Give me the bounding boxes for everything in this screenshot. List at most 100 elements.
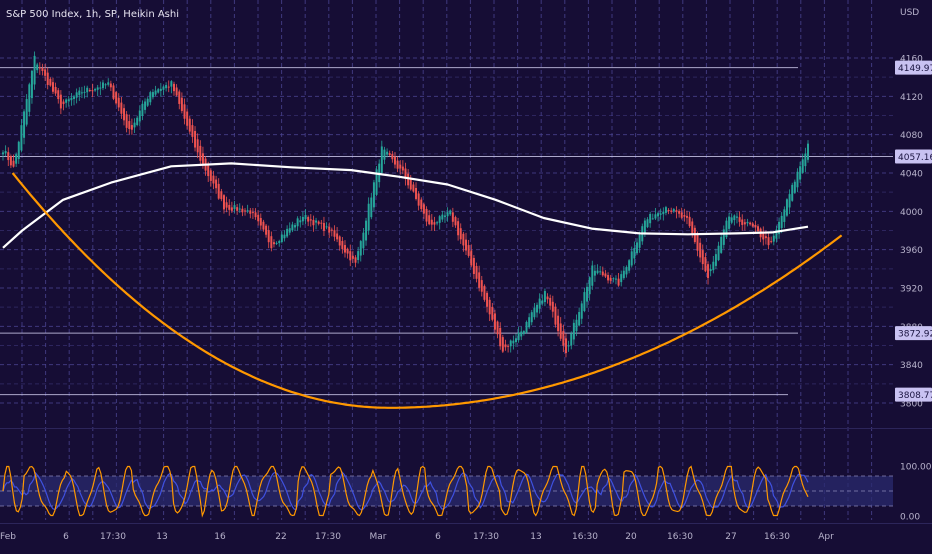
candle-body xyxy=(280,234,283,243)
chart-title: S&P 500 Index, 1h, SP, Heikin Ashi xyxy=(6,9,180,20)
candle-body xyxy=(325,226,328,228)
candle-body xyxy=(391,154,394,160)
candle-body xyxy=(754,224,757,228)
candle-body xyxy=(23,111,26,138)
candle-body xyxy=(380,146,383,173)
candle-body xyxy=(341,240,344,250)
price-level-tag xyxy=(895,387,932,402)
candle-body xyxy=(714,254,717,266)
price-tick-label: 3840 xyxy=(900,361,923,371)
candle-body xyxy=(322,223,325,231)
candle-body xyxy=(259,218,262,226)
candle-body xyxy=(725,220,728,238)
candle-body xyxy=(620,274,623,283)
candle-body xyxy=(86,87,89,93)
candle-body xyxy=(138,110,141,122)
time-tick-label: 17:30 xyxy=(473,532,499,542)
candle-body xyxy=(265,225,268,235)
candle-body xyxy=(49,78,52,86)
candle-body xyxy=(659,213,662,215)
candle-body xyxy=(62,101,65,105)
candle-body xyxy=(575,319,578,332)
candle-body xyxy=(764,236,767,239)
candle-body xyxy=(249,210,252,214)
candle-body xyxy=(483,285,486,300)
candle-body xyxy=(4,151,7,154)
candle-body xyxy=(194,131,197,148)
candle-body xyxy=(404,168,407,179)
candle-body xyxy=(294,225,296,228)
candle-body xyxy=(246,210,249,212)
candle-body xyxy=(501,337,504,352)
time-tick-label: 17:30 xyxy=(315,532,341,542)
candle-body xyxy=(96,87,99,90)
candle-body xyxy=(33,55,36,85)
candle-body xyxy=(228,204,231,210)
price-tick-label: 3920 xyxy=(900,285,923,295)
candle-body xyxy=(396,160,399,169)
time-tick-label: Apr xyxy=(818,532,834,542)
candle-body xyxy=(643,220,646,234)
candle-body xyxy=(365,220,368,241)
candle-body xyxy=(746,221,749,224)
price-tick-label: 3960 xyxy=(900,246,923,256)
candle-body xyxy=(346,248,349,254)
candle-body xyxy=(522,331,525,334)
candle-body xyxy=(191,125,194,137)
candle-body xyxy=(186,111,189,126)
candle-body xyxy=(512,340,515,344)
candle-body xyxy=(646,219,649,228)
candle-body xyxy=(554,306,557,325)
candle-body xyxy=(312,219,315,226)
candle-body xyxy=(507,345,510,347)
candle-body xyxy=(307,217,310,222)
candle-body xyxy=(188,118,191,132)
price-axis: 3800384038803920396040004040408041204160… xyxy=(895,55,932,410)
candle-body xyxy=(41,67,44,71)
price-level-label: 4057.16 xyxy=(898,153,932,163)
grid-lines xyxy=(0,0,893,520)
candle-body xyxy=(443,215,446,218)
candle-body xyxy=(691,221,694,235)
candle-body xyxy=(767,237,770,246)
candle-body xyxy=(785,199,788,216)
candle-body xyxy=(28,84,31,112)
candle-body xyxy=(299,220,302,223)
price-tick-label: 4080 xyxy=(900,131,923,141)
candle-body xyxy=(586,286,589,302)
candle-body xyxy=(101,82,104,89)
candle-body xyxy=(436,222,439,224)
candle-body xyxy=(712,261,715,271)
time-tick-label: 22 xyxy=(275,532,286,542)
price-tick-label: 4160 xyxy=(900,55,923,65)
candle-body xyxy=(351,255,354,259)
candle-body xyxy=(775,229,778,239)
candle-body xyxy=(301,216,304,222)
candle-body xyxy=(83,91,86,93)
overlays xyxy=(2,162,843,409)
candle-body xyxy=(425,208,428,222)
price-level-tag xyxy=(895,60,932,75)
candle-body xyxy=(688,216,691,227)
candle-body xyxy=(593,270,596,276)
candle-body xyxy=(25,99,28,125)
candle-body xyxy=(272,242,275,245)
candle-body xyxy=(536,304,539,313)
candle-body xyxy=(496,321,499,335)
candle-body xyxy=(683,215,686,217)
candle-body xyxy=(51,82,54,92)
candle-body xyxy=(375,169,378,195)
candle-body xyxy=(730,217,733,223)
candle-body xyxy=(38,67,41,69)
candle-body xyxy=(728,216,731,229)
oscillator-tick-label: 0.00 xyxy=(900,513,920,523)
candle-body xyxy=(449,210,452,215)
candle-body xyxy=(130,125,133,130)
candle-body xyxy=(515,338,517,343)
candle-body xyxy=(125,114,128,128)
price-level-tag xyxy=(895,326,932,341)
candle-body xyxy=(401,166,404,171)
candle-body xyxy=(670,210,673,212)
candle-body xyxy=(428,215,431,225)
